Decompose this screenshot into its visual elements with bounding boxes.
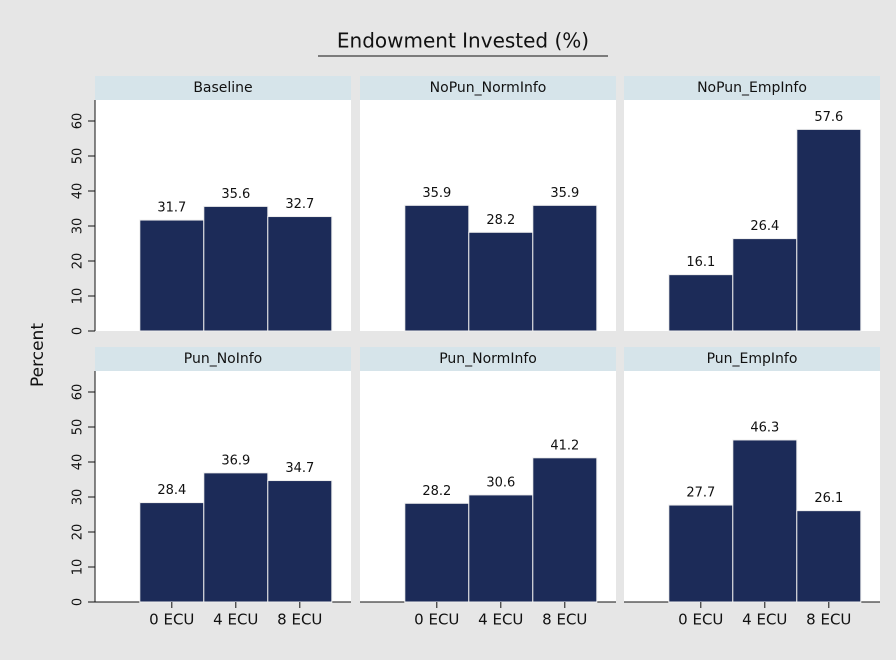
bar [732, 439, 798, 603]
chart-title: Endowment Invested (%) [337, 29, 589, 53]
panel-title: NoPun_EmpInfo [697, 80, 807, 96]
value-label: 46.3 [750, 420, 779, 435]
bar [139, 502, 205, 603]
bar [139, 219, 205, 332]
y-tick-label: 30 [71, 218, 86, 235]
value-label: 28.4 [157, 483, 186, 498]
value-label: 30.6 [486, 475, 515, 490]
y-tick-label: 20 [71, 524, 86, 541]
value-label: 28.2 [422, 484, 451, 499]
x-tick-label: 0 ECU [414, 611, 459, 629]
bar [203, 472, 269, 603]
bar [732, 238, 798, 332]
y-tick-label: 40 [71, 183, 86, 200]
value-label: 16.1 [686, 255, 715, 270]
y-tick-label: 0 [71, 327, 86, 335]
panel-title: Pun_EmpInfo [707, 351, 798, 367]
bar [468, 231, 534, 332]
x-tick-label: 8 ECU [277, 611, 322, 629]
y-tick-label: 0 [71, 598, 86, 606]
bar [203, 205, 269, 332]
value-label: 35.9 [422, 186, 451, 201]
y-tick-label: 10 [71, 559, 86, 576]
bar [668, 274, 734, 332]
bar [267, 480, 333, 603]
x-tick-label: 8 ECU [806, 611, 851, 629]
bar [532, 457, 598, 603]
x-tick-label: 0 ECU [149, 611, 194, 629]
panel-title: Baseline [193, 80, 252, 96]
panel-header [624, 76, 880, 100]
panel-header [95, 347, 351, 371]
y-tick-label: 30 [71, 489, 86, 506]
value-label: 27.7 [686, 486, 715, 501]
x-tick-label: 4 ECU [213, 611, 258, 629]
panel-title: NoPun_NormInfo [430, 80, 547, 96]
bar [404, 502, 470, 603]
value-label: 35.9 [550, 186, 579, 201]
value-label: 34.7 [285, 461, 314, 476]
y-tick-label: 60 [71, 384, 86, 401]
value-label: 41.2 [550, 438, 579, 453]
value-label: 32.7 [285, 197, 314, 212]
bar [404, 204, 470, 332]
value-label: 36.9 [221, 453, 250, 468]
value-label: 57.6 [814, 110, 843, 125]
x-tick-label: 0 ECU [678, 611, 723, 629]
panel-header [360, 347, 616, 371]
panel-header [95, 76, 351, 100]
value-label: 26.4 [750, 219, 779, 234]
value-label: 28.2 [486, 213, 515, 228]
bar [532, 204, 598, 332]
bar [668, 504, 734, 603]
panel-header [624, 347, 880, 371]
panel-header [360, 76, 616, 100]
value-label: 31.7 [157, 201, 186, 216]
x-tick-label: 4 ECU [742, 611, 787, 629]
value-label: 26.1 [814, 491, 843, 506]
y-tick-label: 60 [71, 113, 86, 130]
y-tick-label: 20 [71, 253, 86, 270]
y-tick-label: 10 [71, 288, 86, 305]
bar [468, 494, 534, 603]
bar [796, 510, 862, 603]
value-label: 35.6 [221, 187, 250, 202]
bar [267, 216, 333, 332]
panel-title: Pun_NoInfo [184, 351, 262, 367]
y-axis-label: Percent [28, 323, 48, 387]
y-tick-label: 50 [71, 148, 86, 165]
y-tick-label: 40 [71, 454, 86, 471]
bar [796, 128, 862, 332]
y-tick-label: 50 [71, 419, 86, 436]
x-tick-label: 4 ECU [478, 611, 523, 629]
x-tick-label: 8 ECU [542, 611, 587, 629]
panel-title: Pun_NormInfo [439, 351, 537, 367]
